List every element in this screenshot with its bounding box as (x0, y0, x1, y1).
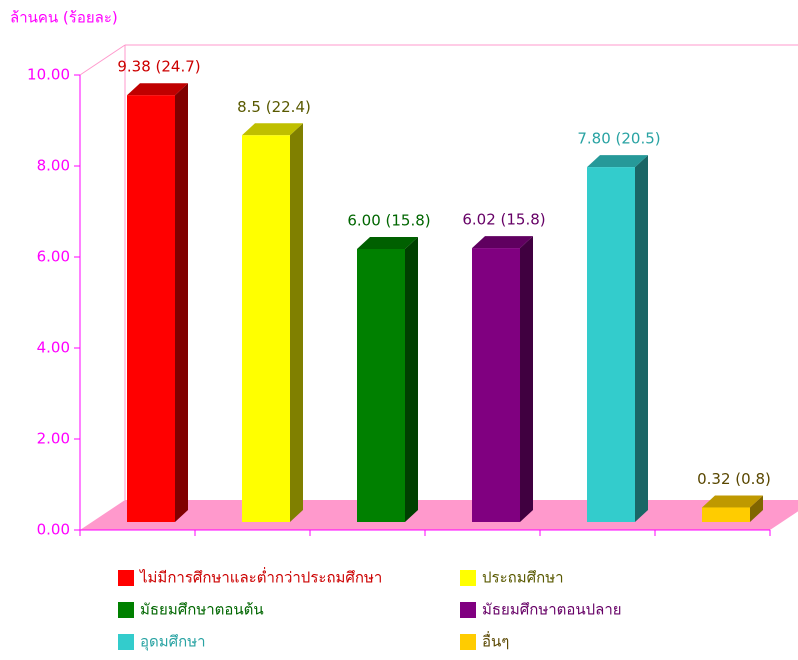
bar-front (702, 507, 750, 522)
y-tick-label: 4.00 (37, 339, 70, 357)
legend-swatch (118, 570, 134, 586)
bar-front (357, 249, 405, 522)
legend-swatch (460, 570, 476, 586)
legend-swatch (460, 634, 476, 650)
y-tick-label: 8.00 (37, 157, 70, 175)
bar (702, 495, 763, 522)
bar-front (587, 167, 635, 522)
legend-label: มัธยมศึกษาตอนต้น (140, 601, 264, 619)
data-label: 6.00 (15.8) (347, 212, 430, 230)
bar (127, 83, 188, 523)
bar (357, 237, 418, 522)
legend-swatch (118, 602, 134, 618)
bar-side (635, 155, 648, 522)
data-label: 7.80 (20.5) (577, 130, 660, 148)
y-tick-label: 6.00 (37, 248, 70, 266)
legend-label: อื่นๆ (482, 631, 509, 651)
data-label: 6.02 (15.8) (462, 211, 545, 229)
bar-top (127, 83, 188, 96)
bar-front (242, 135, 290, 522)
y-tick-label: 10.00 (27, 66, 70, 84)
bar-side (175, 83, 188, 523)
bar-front (472, 248, 520, 522)
bar-top (357, 237, 418, 249)
legend-swatch (460, 602, 476, 618)
bar-top (702, 495, 763, 508)
bar-side (520, 236, 533, 522)
legend-label: ประถมศึกษา (482, 569, 564, 587)
bar-side (290, 123, 303, 522)
y-axis-label: ล้านคน (ร้อยละ) (10, 9, 118, 27)
legend-label: มัธยมศึกษาตอนปลาย (482, 601, 622, 619)
side-wall-top (79, 44, 126, 76)
y-tick-label: 2.00 (37, 430, 70, 448)
bar-side (750, 495, 763, 522)
bar-top (472, 236, 533, 249)
legend-label: อุดมศึกษา (140, 633, 206, 652)
legend-swatch (118, 634, 134, 650)
bar (472, 236, 533, 522)
data-label: 9.38 (24.7) (117, 58, 200, 76)
bar (242, 123, 303, 522)
bar (587, 155, 648, 522)
bar-front (127, 95, 175, 523)
data-label: 8.5 (22.4) (237, 98, 311, 116)
legend-label: ไม่มีการศึกษาและต่ำกว่าประถมศึกษา (139, 567, 382, 587)
data-label: 0.32 (0.8) (697, 470, 771, 488)
y-tick-label: 0.00 (37, 521, 70, 539)
bar-top (587, 155, 648, 168)
bar-side (405, 237, 418, 522)
bar-top (242, 123, 303, 136)
